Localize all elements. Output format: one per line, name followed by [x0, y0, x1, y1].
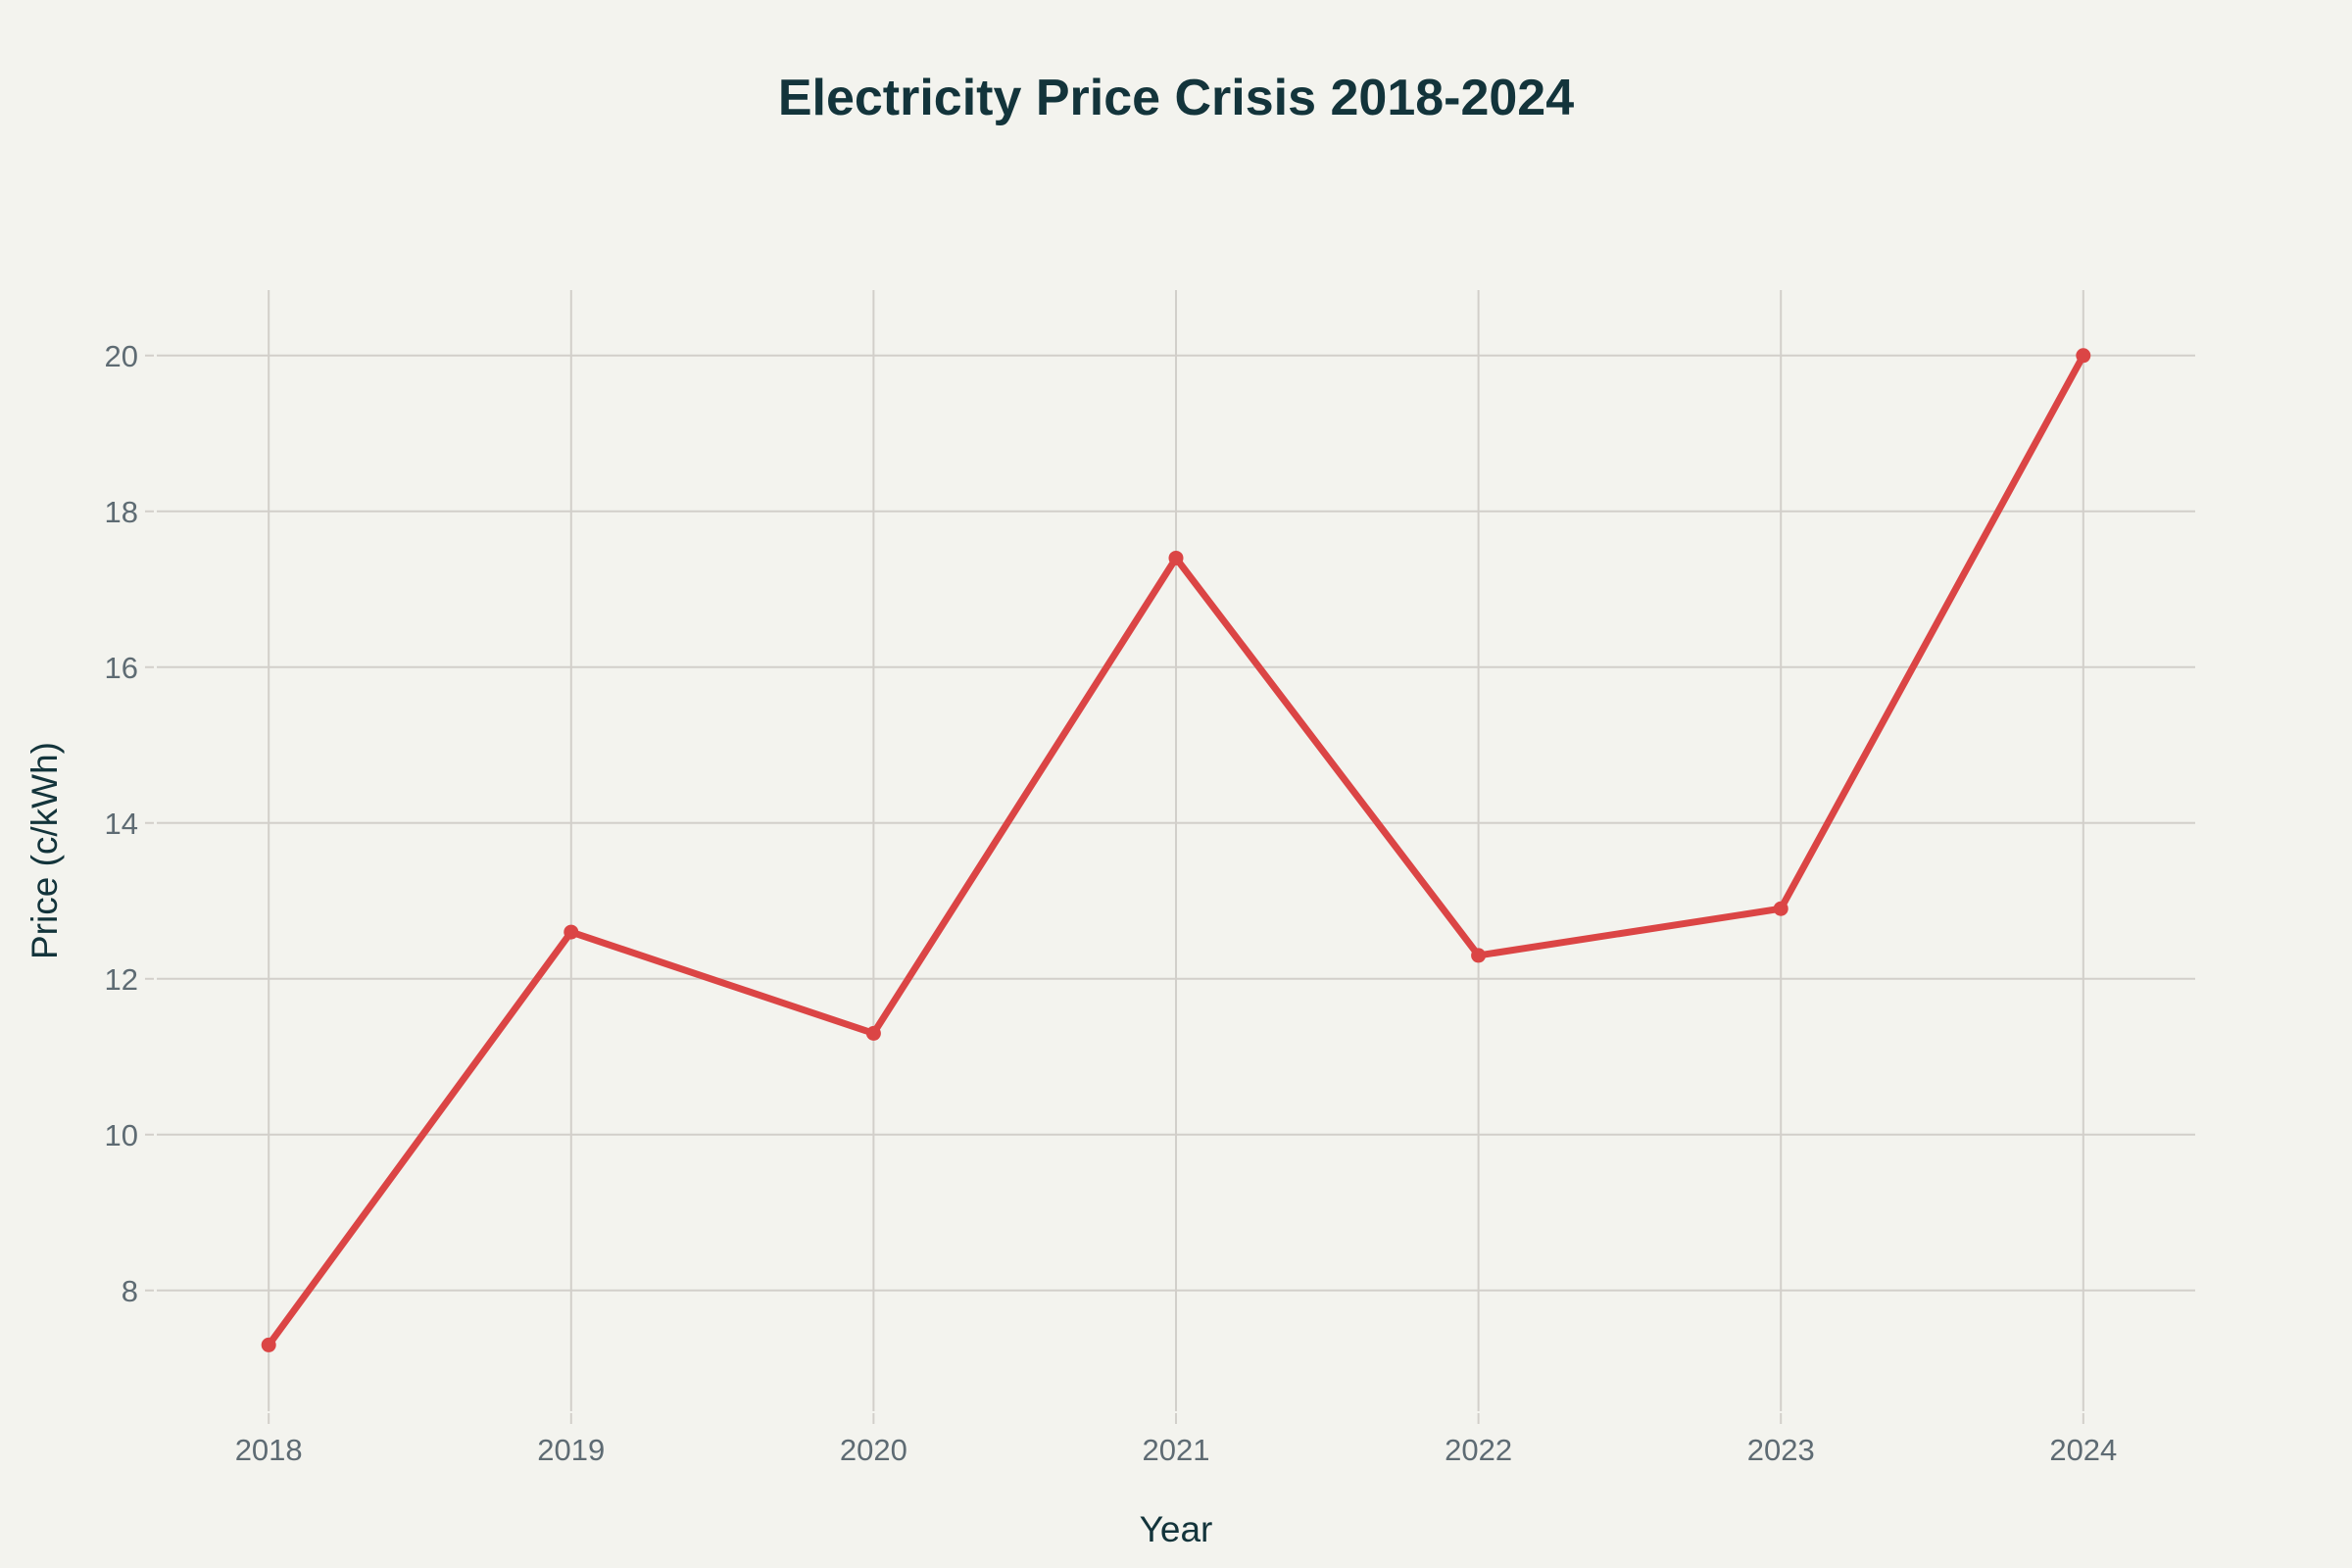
y-tick-label: 18: [105, 495, 138, 529]
y-tick-label: 8: [122, 1274, 138, 1308]
x-gridlines: [268, 290, 2084, 1411]
y-tick-label: 12: [105, 962, 138, 997]
x-axis-title: Year: [1140, 1509, 1213, 1549]
chart-title: Electricity Price Crisis 2018-2024: [778, 70, 1574, 126]
x-tick-label: 2024: [2049, 1433, 2117, 1467]
y-tick-label: 20: [105, 339, 138, 373]
x-tick-label: 2020: [840, 1433, 907, 1467]
x-tick-label: 2019: [537, 1433, 605, 1467]
data-point-2021[interactable]: [1168, 550, 1184, 565]
x-tick-label: 2021: [1143, 1433, 1210, 1467]
x-tick-label: 2018: [235, 1433, 303, 1467]
data-point-2022[interactable]: [1471, 948, 1487, 963]
data-point-2020[interactable]: [865, 1025, 881, 1041]
data-point-2024[interactable]: [2076, 348, 2091, 364]
data-point-2023[interactable]: [1773, 901, 1788, 916]
data-point-2019[interactable]: [564, 924, 579, 940]
y-tick-label: 14: [105, 807, 138, 841]
y-gridlines: [157, 354, 2195, 1292]
y-tick-label: 10: [105, 1118, 138, 1152]
series-layer: [261, 348, 2091, 1352]
data-point-2018[interactable]: [261, 1337, 276, 1352]
x-axis-ticks: 2018 2019 2020 2021 2022 2023 2024: [235, 1413, 2117, 1467]
y-axis-ticks: 8 10 12 14 16 18 20: [105, 339, 154, 1308]
x-tick-label: 2022: [1445, 1433, 1512, 1467]
x-tick-label: 2023: [1747, 1433, 1815, 1467]
y-axis-title: Price (c/kWh): [24, 742, 65, 959]
y-tick-label: 16: [105, 651, 138, 685]
